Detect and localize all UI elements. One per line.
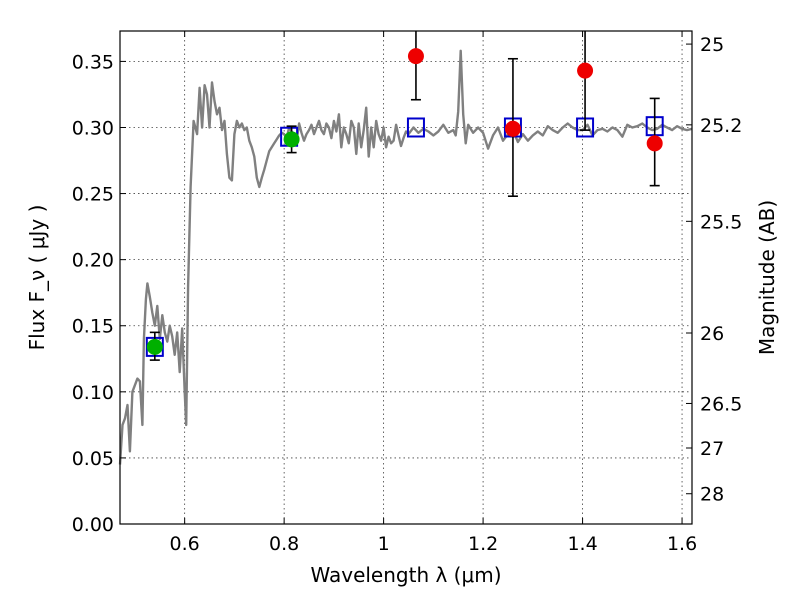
green-data-point (283, 131, 300, 148)
y2-axis-label: Magnitude (AB) (755, 200, 779, 355)
y-tick-label: 0.15 (72, 316, 114, 338)
red-data-point (646, 135, 663, 152)
y2-tick-label: 26.5 (700, 393, 742, 415)
y2-tick-label: 25.5 (700, 211, 742, 233)
y2-tick-label: 25 (700, 34, 724, 56)
green-data-point (146, 338, 163, 355)
spectrum-layer (118, 49, 693, 465)
y-tick-label: 0.30 (72, 117, 114, 139)
y2-tick-label: 26 (700, 323, 724, 345)
y2-tick-label: 27 (700, 438, 724, 460)
x-tick-label: 1.6 (667, 533, 697, 555)
photometry-layer (145, 31, 664, 361)
red-data-point (407, 48, 424, 65)
x-tick-label: 1.4 (567, 533, 597, 555)
y-tick-label: 0.25 (72, 184, 114, 206)
axis-ticks: 0.6 0.8 1 1.2 1.4 1.6 0.00 0.05 0.10 0.15 0.20 0.25… (72, 31, 742, 555)
grid-lines (120, 31, 692, 525)
x-tick-label: 0.8 (269, 533, 299, 555)
y2-tick-label: 28 (700, 484, 724, 506)
y2-tick-label: 25.2 (700, 115, 742, 137)
model-square-marker (406, 117, 425, 138)
red-data-point (504, 120, 521, 137)
red-data-point (577, 62, 594, 79)
x-axis-label: Wavelength λ (μm) (310, 563, 501, 587)
spectrum-line (118, 49, 693, 465)
y-tick-label: 0.35 (72, 51, 114, 73)
y-tick-label: 0.00 (72, 514, 114, 536)
x-tick-label: 1 (378, 533, 390, 555)
plot-frame (119, 30, 693, 525)
y-axis-label: Flux F_ν ( μJy ) (25, 205, 49, 351)
x-tick-label: 1.2 (468, 533, 498, 555)
y-tick-label: 0.10 (72, 382, 114, 404)
x-tick-label: 0.6 (170, 533, 200, 555)
y-tick-label: 0.20 (72, 250, 114, 272)
y-tick-label: 0.05 (72, 448, 114, 470)
